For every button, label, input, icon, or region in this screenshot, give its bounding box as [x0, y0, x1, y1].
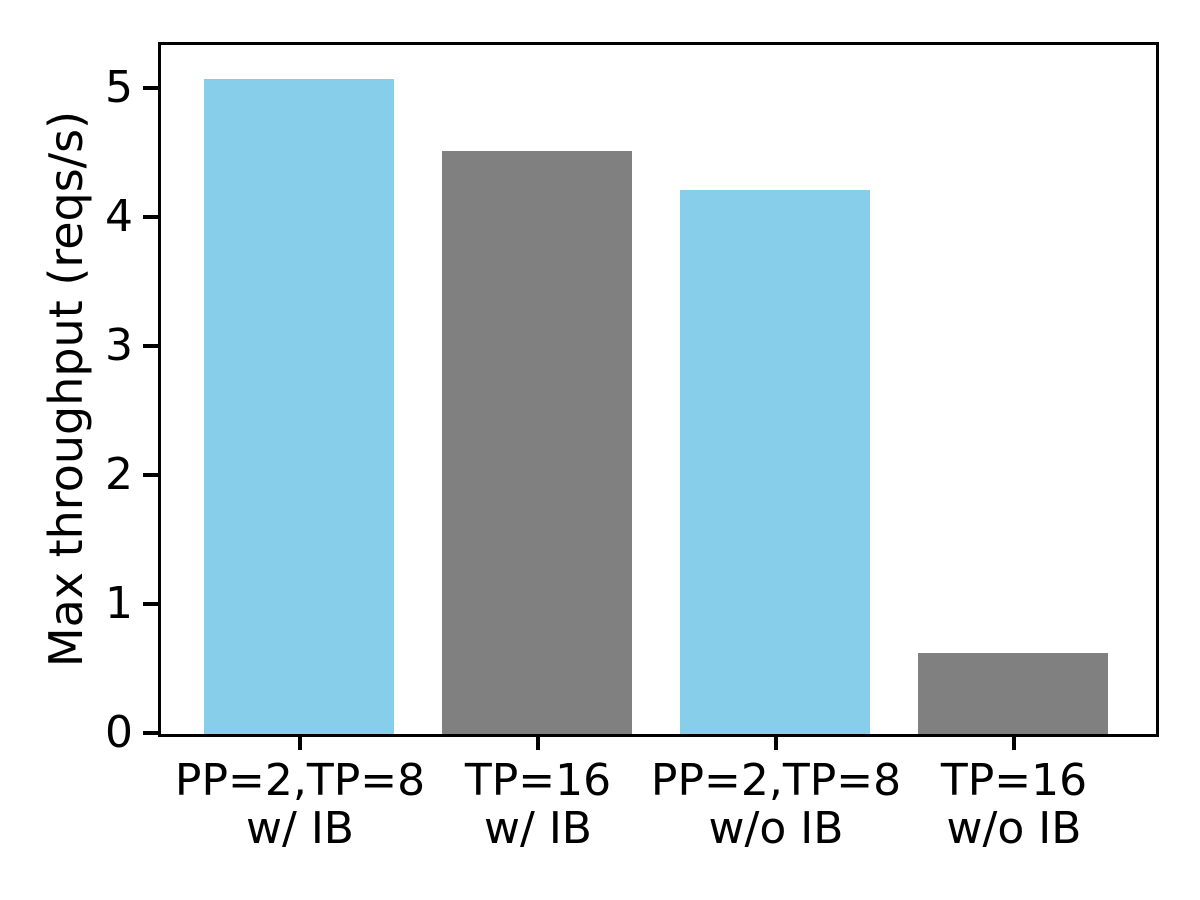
y-tick-mark-4: [143, 215, 159, 219]
y-tick-mark-5: [143, 86, 159, 90]
x-tick-mark-3: [1012, 734, 1016, 750]
y-tick-label-0: 0: [105, 707, 133, 758]
plot-area: [158, 42, 1159, 737]
x-tick-label-3: TP=16 w/o IB: [940, 755, 1088, 854]
x-tick-mark-1: [536, 734, 540, 750]
y-tick-label-2: 2: [105, 448, 133, 500]
y-tick-label-5: 5: [105, 61, 133, 113]
bar-1: [441, 150, 633, 734]
y-tick-label-4: 4: [105, 190, 133, 242]
bar-3: [917, 652, 1109, 734]
y-tick-mark-3: [143, 344, 159, 348]
x-tick-label-0: PP=2,TP=8 w/ IB: [174, 755, 426, 854]
x-tick-mark-2: [774, 734, 778, 750]
y-tick-label-3: 3: [105, 319, 133, 371]
x-tick-mark-0: [298, 734, 302, 750]
x-tick-label-2: PP=2,TP=8 w/o IB: [650, 755, 902, 854]
bar-0: [203, 78, 395, 734]
y-axis-label: Max throughput (reqs/s): [39, 110, 93, 667]
y-tick-mark-0: [143, 731, 159, 735]
y-tick-mark-1: [143, 602, 159, 606]
y-tick-mark-2: [143, 473, 159, 477]
x-tick-label-1: TP=16 w/ IB: [464, 755, 612, 854]
y-tick-label-1: 1: [105, 577, 133, 629]
bar-2: [679, 189, 871, 734]
